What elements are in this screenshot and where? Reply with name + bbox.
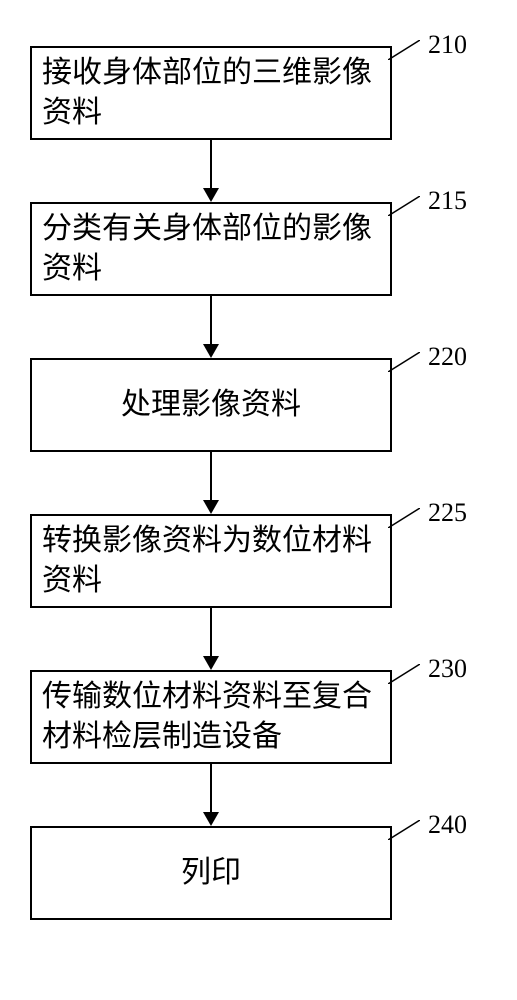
leader-tick-n210 bbox=[388, 40, 420, 60]
node-label-n240: 240 bbox=[428, 810, 467, 840]
flowchart-canvas: 接收身体部位的三维影像资料分类有关身体部位的影像资料处理影像资料转换影像资料为数… bbox=[0, 0, 517, 1000]
leader-tick-n220 bbox=[388, 352, 420, 372]
leader-tick-n230 bbox=[388, 664, 420, 684]
edge-n210-n215 bbox=[191, 140, 231, 202]
flow-node-n230: 传输数位材料资料至复合材料检层制造设备 bbox=[30, 670, 392, 764]
node-label-n215: 215 bbox=[428, 186, 467, 216]
node-label-n210: 210 bbox=[428, 30, 467, 60]
flow-node-n220: 处理影像资料 bbox=[30, 358, 392, 452]
node-label-n225: 225 bbox=[428, 498, 467, 528]
node-label-n230: 230 bbox=[428, 654, 467, 684]
edge-n215-n220 bbox=[191, 296, 231, 358]
flow-node-n240: 列印 bbox=[30, 826, 392, 920]
leader-tick-n225 bbox=[388, 508, 420, 528]
edge-n220-n225 bbox=[191, 452, 231, 514]
flow-node-n215: 分类有关身体部位的影像资料 bbox=[30, 202, 392, 296]
flow-node-n225: 转换影像资料为数位材料资料 bbox=[30, 514, 392, 608]
leader-tick-n215 bbox=[388, 196, 420, 216]
flow-node-n210: 接收身体部位的三维影像资料 bbox=[30, 46, 392, 140]
edge-n225-n230 bbox=[191, 608, 231, 670]
node-label-n220: 220 bbox=[428, 342, 467, 372]
leader-tick-n240 bbox=[388, 820, 420, 840]
edge-n230-n240 bbox=[191, 764, 231, 826]
